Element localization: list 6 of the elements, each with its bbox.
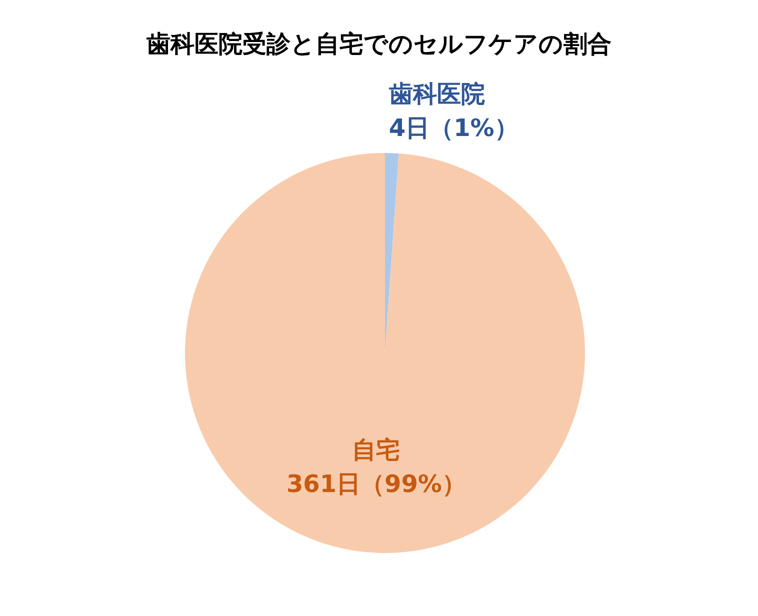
data-label: 4日（1%） [388,114,518,142]
slice-label: 自宅 [352,436,400,464]
chart-title: 歯科医院受診と自宅でのセルフケアの割合 [146,29,612,60]
slice-label: 歯科医院 [388,80,485,108]
pie-slice [185,153,585,553]
data-label: 361日（99%） [286,470,466,498]
